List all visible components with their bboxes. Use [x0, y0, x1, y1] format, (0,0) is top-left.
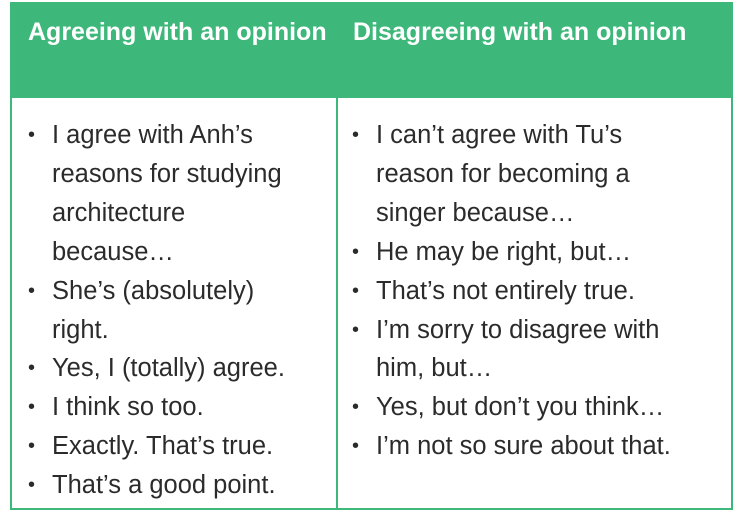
- list-item: I think so too.: [26, 388, 331, 427]
- list-item: That’s not entirely true.: [350, 272, 730, 311]
- disagreeing-list: I can’t agree with Tu’s reason for becom…: [350, 116, 730, 466]
- list-item: He may be right, but…: [350, 233, 730, 272]
- list-item: That’s a good point.: [26, 466, 331, 505]
- list-item: Yes, I (totally) agree.: [26, 349, 331, 388]
- list-item: She’s (absolutely) right.: [26, 272, 282, 350]
- agreeing-list: I agree with Anh’s reasons for studying …: [26, 116, 331, 505]
- table-header: [12, 2, 731, 98]
- list-item: I’m sorry to disagree with him, but…: [350, 311, 706, 389]
- header-disagreeing: Disagreeing with an opinion: [353, 18, 687, 46]
- opinion-table: Agreeing with an opinion Disagreeing wit…: [10, 2, 733, 510]
- list-item: I can’t agree with Tu’s reason for becom…: [350, 116, 666, 233]
- list-item: Exactly. That’s true.: [26, 427, 331, 466]
- column-divider: [336, 2, 338, 508]
- header-agreeing: Agreeing with an opinion: [28, 18, 327, 46]
- list-item: I’m not so sure about that.: [350, 427, 730, 466]
- list-item: I agree with Anh’s reasons for studying …: [26, 116, 302, 272]
- list-item: Yes, but don’t you think…: [350, 388, 730, 427]
